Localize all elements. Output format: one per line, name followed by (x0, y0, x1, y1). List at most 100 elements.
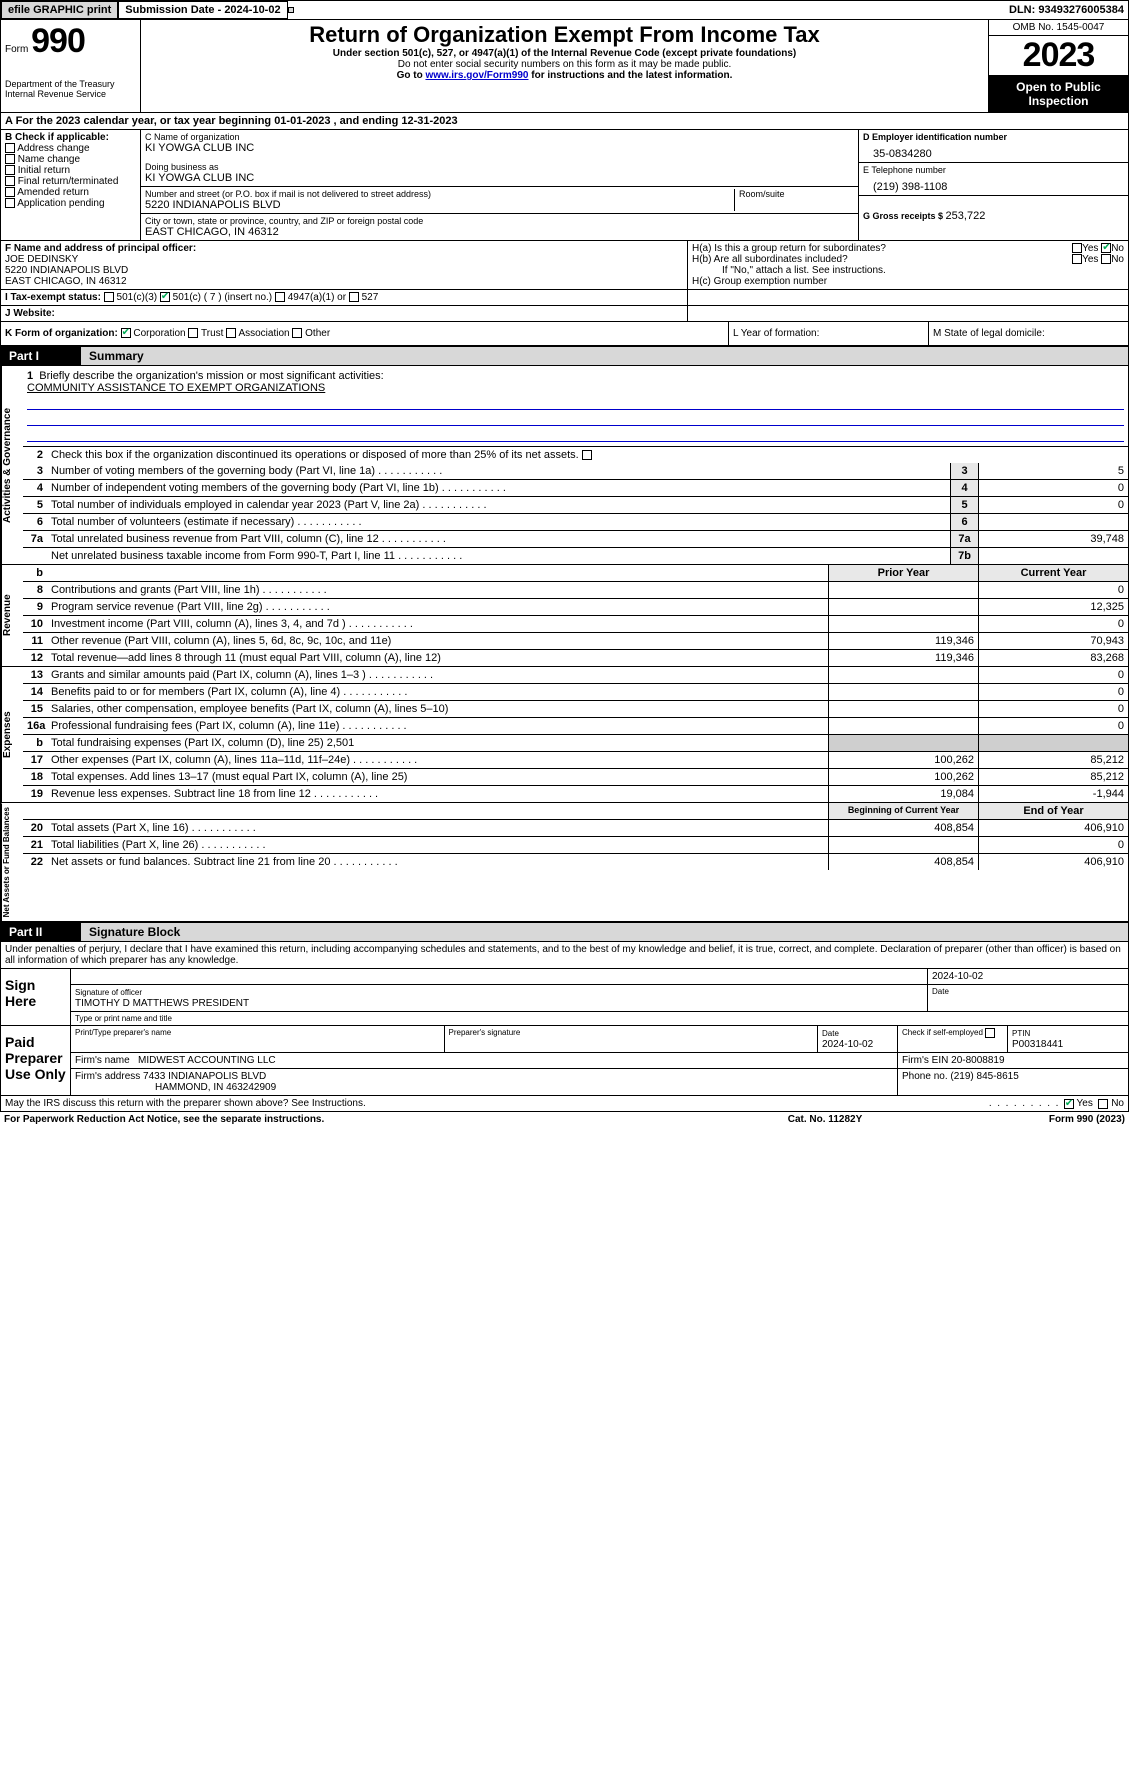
footer-form: Form 990 (2023) (925, 1114, 1125, 1125)
part1-num: Part I (1, 347, 81, 365)
line-9: 9Program service revenue (Part VIII, lin… (23, 599, 1128, 616)
l4-desc: Number of independent voting members of … (47, 480, 950, 496)
col-d-g: D Employer identification number 35-0834… (858, 130, 1128, 240)
part1-revenue: Revenue bPrior YearCurrent Year 8Contrib… (0, 565, 1129, 667)
l7b-desc: Net unrelated business taxable income fr… (47, 548, 950, 564)
efile-button[interactable]: efile GRAPHIC print (1, 1, 118, 19)
ha-row: H(a) Is this a group return for subordin… (692, 243, 1124, 254)
principal-officer: F Name and address of principal officer:… (1, 241, 688, 289)
current-year-hdr: Current Year (978, 565, 1128, 581)
chk-4947[interactable] (275, 292, 285, 302)
l14-desc: Benefits paid to or for members (Part IX… (47, 684, 828, 700)
v16bp-gray (828, 735, 978, 751)
chk-501c[interactable] (160, 292, 170, 302)
side-governance: Activities & Governance (1, 366, 23, 564)
sign-here-row: Sign Here 2024-10-02 Signature of office… (1, 969, 1128, 1026)
chk-self-emp[interactable] (985, 1028, 995, 1038)
officer-name: JOE DEDINSKY (5, 254, 683, 265)
perjury-declaration: Under penalties of perjury, I declare th… (0, 942, 1129, 968)
chk-ha-no[interactable] (1101, 243, 1111, 253)
l7a-desc: Total unrelated business revenue from Pa… (47, 531, 950, 547)
chk-amended[interactable] (5, 187, 15, 197)
may-discuss-label: May the IRS discuss this return with the… (5, 1098, 366, 1109)
chk-initial-return[interactable] (5, 165, 15, 175)
prep-date-label: Date (822, 1029, 839, 1038)
street-cell: Number and street (or P.O. box if mail i… (141, 187, 858, 214)
chk-may-no[interactable] (1098, 1099, 1108, 1109)
line-7a: 7aTotal unrelated business revenue from … (23, 531, 1128, 548)
row-f-h: F Name and address of principal officer:… (0, 241, 1129, 290)
v13c: 0 (978, 667, 1128, 683)
chk-hb-no[interactable] (1101, 254, 1111, 264)
hb-row: H(b) Are all subordinates included? Yes … (692, 254, 1124, 265)
date-label: Date (928, 985, 1128, 1011)
entity-block: B Check if applicable: Address change Na… (0, 130, 1129, 241)
lbl-501c: 501(c) ( 7 ) (insert no.) (173, 292, 272, 303)
net-header: Beginning of Current YearEnd of Year (23, 803, 1128, 820)
v3: 5 (978, 463, 1128, 479)
prep-name-label: Print/Type preparer's name (71, 1026, 445, 1052)
col-c: C Name of organization KI YOWGA CLUB INC… (141, 130, 858, 240)
chk-may-yes[interactable] (1064, 1099, 1074, 1109)
firm-addr-label: Firm's address (75, 1071, 140, 1082)
firm-ein: 20-8008819 (951, 1055, 1004, 1066)
year-formation: L Year of formation: (728, 322, 928, 345)
hb-label: H(b) Are all subordinates included? (692, 254, 848, 265)
line-18: 18Total expenses. Add lines 13–17 (must … (23, 769, 1128, 786)
org-name: KI YOWGA CLUB INC (145, 142, 854, 154)
lbl-527: 527 (362, 292, 379, 303)
chk-final-return[interactable] (5, 176, 15, 186)
irs-label: Internal Revenue Service (5, 89, 136, 99)
lbl-address-change: Address change (17, 143, 89, 154)
lbl-501c3: 501(c)(3) (117, 292, 158, 303)
row-k: K Form of organization: Corporation Trus… (0, 322, 1129, 346)
mission-block: 1 Briefly describe the organization's mi… (23, 366, 1128, 447)
line-14: 14Benefits paid to or for members (Part … (23, 684, 1128, 701)
lbl-4947: 4947(a)(1) or (288, 292, 346, 303)
tel-label: E Telephone number (863, 165, 1124, 175)
page-footer: For Paperwork Reduction Act Notice, see … (0, 1112, 1129, 1127)
chk-527[interactable] (349, 292, 359, 302)
v10p (828, 616, 978, 632)
l11-desc: Other revenue (Part VIII, column (A), li… (47, 633, 828, 649)
chk-app-pending[interactable] (5, 198, 15, 208)
lbl-yes2: Yes (1082, 254, 1098, 265)
ein-value: 35-0834280 (863, 148, 1124, 160)
chk-hb-yes[interactable] (1072, 254, 1082, 264)
chk-name-change[interactable] (5, 154, 15, 164)
line-21: 21Total liabilities (Part X, line 26)0 (23, 837, 1128, 854)
irs-link[interactable]: www.irs.gov/Form990 (425, 70, 528, 81)
goto-prefix: Go to (397, 70, 426, 81)
firm-name-label: Firm's name (75, 1055, 130, 1066)
chk-address-change[interactable] (5, 143, 15, 153)
v13p (828, 667, 978, 683)
line-6: 6Total number of volunteers (estimate if… (23, 514, 1128, 531)
col-b-checkboxes: B Check if applicable: Address change Na… (1, 130, 141, 240)
may-discuss-row: May the IRS discuss this return with the… (0, 1096, 1129, 1112)
lbl-final-return: Final return/terminated (18, 176, 119, 187)
chk-corp[interactable] (121, 328, 131, 338)
footer-cat: Cat. No. 11282Y (725, 1114, 925, 1125)
chk-assoc[interactable] (226, 328, 236, 338)
chk-trust[interactable] (188, 328, 198, 338)
v15c: 0 (978, 701, 1128, 717)
l6-desc: Total number of volunteers (estimate if … (47, 514, 950, 530)
self-emp-label: Check if self-employed (902, 1029, 983, 1038)
chk-discontinued[interactable] (582, 450, 592, 460)
chk-other[interactable] (292, 328, 302, 338)
street-label: Number and street (or P.O. box if mail i… (145, 189, 734, 199)
chk-ha-yes[interactable] (1072, 243, 1082, 253)
line-16a: 16aProfessional fundraising fees (Part I… (23, 718, 1128, 735)
line-3: 3Number of voting members of the governi… (23, 463, 1128, 480)
lbl-other: Other (305, 328, 330, 339)
v19p: 19,084 (828, 786, 978, 802)
part1-header: Part I Summary (0, 346, 1129, 366)
line-2: 2Check this box if the organization disc… (23, 447, 1128, 463)
state-domicile: M State of legal domicile: (928, 322, 1128, 345)
chk-501c3[interactable] (104, 292, 114, 302)
form-title: Return of Organization Exempt From Incom… (145, 22, 984, 48)
form-header: Form 990 Department of the Treasury Inte… (0, 20, 1129, 112)
signature-block: Sign Here 2024-10-02 Signature of office… (0, 968, 1129, 1096)
ein-cell: D Employer identification number 35-0834… (859, 130, 1128, 163)
side-expenses: Expenses (1, 667, 23, 802)
